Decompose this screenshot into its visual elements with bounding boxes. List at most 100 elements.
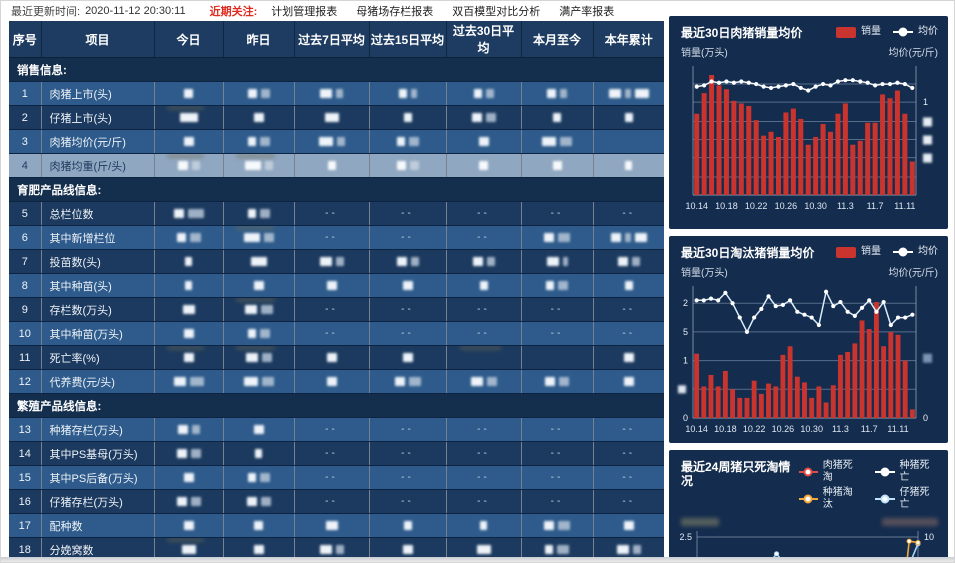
table-row-2[interactable]: 2 仔猪上市(头) [9, 105, 664, 130]
empty-value: -- [401, 304, 414, 315]
row-label: 肉猪均价(元/斤) [41, 129, 155, 154]
kpi-table-panel: 序号 项目 今日 昨日 过去7日平均 过去15日平均 过去30日平均 本月至今 本年累计 销售信… [9, 21, 665, 558]
value-cell: -- [446, 489, 522, 514]
value-cell [369, 273, 447, 298]
redacted-value [476, 545, 491, 554]
redacted-value [403, 113, 412, 122]
value-cell: -- [369, 441, 447, 466]
svg-text:11.7: 11.7 [867, 201, 884, 211]
redacted-value [250, 257, 267, 266]
table-row-18[interactable]: 18 分娩窝数 [9, 537, 664, 558]
legend-line-marker [875, 467, 895, 477]
legend-item-均价[interactable]: 均价 [893, 26, 938, 38]
value-cell [521, 513, 594, 538]
report-link-1[interactable]: 计划管理报表 [271, 5, 338, 18]
row-label: 肉猪上市(头) [41, 81, 155, 106]
value-cell [154, 105, 224, 130]
column-header: 项目 [41, 21, 155, 58]
table-row-10[interactable]: 10 其中种苗(万头) -- -- -- -- -- [9, 321, 664, 346]
svg-text:10.22: 10.22 [743, 424, 766, 434]
redacted-value [623, 377, 634, 386]
empty-value: -- [325, 424, 338, 435]
redacted-value [176, 449, 187, 458]
redacted-value [335, 545, 344, 554]
redacted-value [254, 521, 263, 530]
report-link-2[interactable]: 母猪场存栏报表 [356, 5, 434, 18]
redacted-value [547, 89, 556, 98]
redacted-value [260, 89, 270, 98]
redacted-value [183, 473, 194, 482]
report-link-4[interactable]: 满产率报表 [559, 5, 615, 18]
table-row-1[interactable]: 1 肉猪上市(头) [9, 81, 664, 106]
table-row-8[interactable]: 8 其中种苗(头) [9, 273, 664, 298]
legend-item-仔猪死亡[interactable]: 仔猪死亡 [875, 487, 938, 511]
redacted-value [552, 161, 562, 170]
redacted-value [191, 425, 200, 434]
redacted-value [244, 305, 257, 314]
table-row-3[interactable]: 3 肉猪均价(元/斤) [9, 129, 664, 154]
redacted-value [623, 521, 634, 530]
y-axis-label-right-redacted [882, 518, 938, 526]
empty-value: -- [325, 472, 338, 483]
redacted-value [253, 425, 264, 434]
empty-value: -- [477, 472, 490, 483]
row-label: 代养费(元/头) [41, 369, 155, 394]
svg-text:1: 1 [923, 97, 928, 107]
value-cell: -- [369, 321, 447, 346]
legend-item-销量[interactable]: 销量 [836, 246, 881, 258]
report-link-3[interactable]: 双百模型对比分析 [452, 5, 541, 18]
table-row-12[interactable]: 12 代养费(元/头) [9, 369, 664, 394]
table-header-row: 序号 项目 今日 昨日 过去7日平均 过去15日平均 过去30日平均 本月至今 本年累计 [9, 21, 664, 58]
table-row-6[interactable]: 6 其中新增栏位 -- -- -- [9, 225, 664, 250]
row-label: 总栏位数 [41, 201, 155, 226]
row-label: 分娩窝数 [41, 537, 155, 558]
empty-value: -- [325, 208, 338, 219]
svg-text:10: 10 [924, 532, 934, 542]
value-cell [294, 129, 370, 154]
table-row-7[interactable]: 7 投苗数(头) [9, 249, 664, 274]
table-row-15[interactable]: 15 其中PS后备(万头) -- -- -- -- -- [9, 465, 664, 490]
svg-text:2.5: 2.5 [679, 532, 692, 542]
legend-item-均价[interactable]: 均价 [893, 246, 938, 258]
redacted-value [562, 257, 568, 266]
redacted-value [398, 89, 407, 98]
table-row-16[interactable]: 16 仔猪存栏(万头) -- -- -- -- -- [9, 489, 664, 514]
value-cell [223, 201, 295, 226]
table-row-4[interactable]: 4 肉猪均重(斤/头) [9, 153, 664, 178]
legend-item-销量[interactable]: 销量 [836, 26, 881, 38]
value-cell [223, 489, 295, 514]
table-row-17[interactable]: 17 配种数 [9, 513, 664, 538]
table-row-14[interactable]: 14 其中PS基母(万头) -- -- -- -- -- [9, 441, 664, 466]
svg-text:0: 0 [683, 413, 688, 423]
legend-label: 均价 [918, 26, 938, 37]
table-row-9[interactable]: 9 存栏数(万头) -- -- -- -- -- [9, 297, 664, 322]
table-row-5[interactable]: 5 总栏位数 -- -- -- -- -- [9, 201, 664, 226]
row-index: 8 [9, 273, 42, 298]
redacted-value [617, 257, 628, 266]
row-index: 12 [9, 369, 42, 394]
empty-value: -- [477, 304, 490, 315]
redacted-value [187, 209, 204, 218]
legend-item-种猪淘汰[interactable]: 种猪淘汰 [798, 487, 862, 511]
redacted-value [255, 449, 262, 458]
row-index: 16 [9, 489, 42, 514]
row-label: 配种数 [41, 513, 155, 538]
legend-item-肉猪死淘[interactable]: 肉猪死淘 [798, 460, 862, 484]
legend-item-种猪死亡[interactable]: 种猪死亡 [875, 460, 938, 484]
svg-text:10.30: 10.30 [800, 424, 823, 434]
redacted-value [396, 137, 405, 146]
value-cell [521, 249, 594, 274]
legend-label: 种猪淘汰 [822, 487, 853, 510]
value-cell [154, 249, 224, 274]
table-row-11[interactable]: 11 死亡率(%) [9, 345, 664, 370]
table-row-13[interactable]: 13 种猪存栏(万头) -- -- -- -- -- [9, 417, 664, 442]
empty-value: -- [325, 304, 338, 315]
value-cell [521, 345, 594, 370]
value-cell: -- [521, 489, 594, 514]
column-header: 序号 [9, 21, 42, 58]
redacted-value [542, 137, 556, 146]
empty-value: -- [550, 208, 564, 219]
blur-artifact [166, 106, 205, 110]
chart-card-cull-sales: 最近30日淘汰猪销量均价 销量 均价 销量(万头) 均价(元/斤) 10.14 10.18 1… [669, 236, 948, 443]
value-cell: -- [593, 489, 664, 514]
